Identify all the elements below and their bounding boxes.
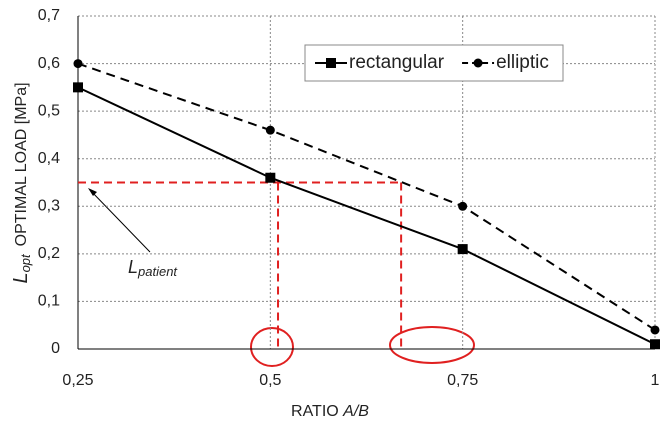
- reference-label: Lpatient: [128, 257, 178, 280]
- legend-box: [304, 44, 564, 82]
- y-tick-label: 0,4: [38, 150, 60, 167]
- legend-marker: [473, 58, 483, 68]
- x-tick-label: 0,25: [62, 372, 93, 389]
- y-tick-label: 0,3: [38, 198, 60, 215]
- y-tick-label: 0,2: [38, 245, 60, 262]
- highlight-ellipse: [389, 326, 475, 364]
- series-line: [77, 86, 656, 346]
- y-tick-label: 0,5: [38, 102, 60, 119]
- y-label-text: OPTIMAL LOAD [MPa]: [13, 82, 30, 246]
- highlight-ellipse: [250, 327, 294, 367]
- series-line: [77, 62, 656, 331]
- legend-label: elliptic: [496, 52, 549, 73]
- x-tick-label: 1: [651, 372, 660, 389]
- y-tick-label: 0: [51, 340, 60, 357]
- x-label-italic: A/B: [342, 403, 369, 420]
- y-axis-label: Lopt OPTIMAL LOAD [MPa]: [10, 82, 33, 283]
- reference-subscript: patient: [137, 264, 178, 279]
- legend-label: rectangular: [349, 52, 445, 73]
- marker: [73, 82, 83, 93]
- marker: [457, 244, 468, 255]
- y-tick-label: 0,6: [38, 55, 60, 72]
- x-axis-label: RATIO A/B: [291, 403, 369, 420]
- y-tick-label: 0,7: [38, 7, 60, 24]
- reference-symbol: L: [128, 257, 138, 277]
- marker: [265, 172, 276, 183]
- x-label-text: RATIO: [291, 403, 343, 420]
- marker: [650, 325, 660, 335]
- marker: [73, 59, 83, 69]
- y-label-subscript: opt: [18, 253, 33, 272]
- marker: [265, 125, 275, 135]
- legend-marker: [326, 58, 336, 68]
- x-tick-label: 0,5: [259, 372, 281, 389]
- marker: [458, 201, 468, 211]
- arrow: [89, 189, 151, 253]
- y-label-symbol: L: [10, 272, 32, 283]
- y-tick-label: 0,1: [38, 293, 60, 310]
- marker: [650, 339, 660, 350]
- x-tick-label: 0,75: [447, 372, 478, 389]
- arrow-head: [88, 188, 97, 196]
